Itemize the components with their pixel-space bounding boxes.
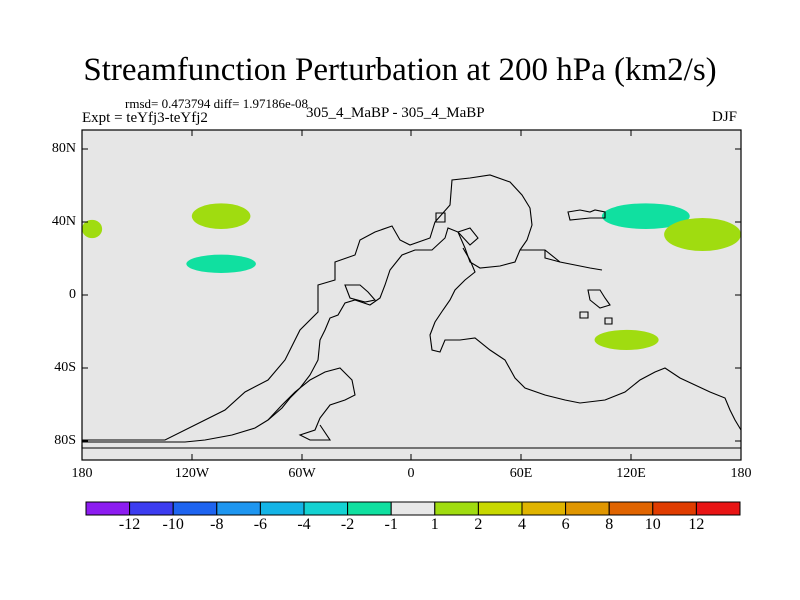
anomaly-west-pacific-positive <box>664 218 741 251</box>
coastline-africa-eurasia <box>429 247 742 431</box>
colorbar-swatch <box>216 501 261 516</box>
lon-label-120w: 120W <box>174 466 210 481</box>
case-label: 305_4_MaBP - 305_4_MaBP <box>306 105 485 121</box>
colorbar-label: -6 <box>253 516 268 533</box>
colorbar-label: -12 <box>118 516 141 533</box>
colorbar-label: -10 <box>162 516 184 533</box>
anomaly-west-pacific-negative <box>601 203 690 230</box>
plot-title: Streamfunction Perturbation at 200 hPa (… <box>83 52 717 88</box>
colorbar-swatch <box>303 501 349 516</box>
coastline-asia-north <box>520 249 603 271</box>
colorbar-swatch <box>347 501 392 516</box>
axis-ticks <box>82 130 741 460</box>
colorbar-swatch <box>477 501 523 516</box>
colorbar-swatch <box>695 501 741 516</box>
colorbar-label: 1 <box>430 516 439 533</box>
coastline-south-peninsula <box>267 367 356 441</box>
colorbar <box>85 501 741 516</box>
lon-label-180e: 180 <box>730 466 752 481</box>
coastline-north-island <box>567 209 606 221</box>
lon-label-60w: 60W <box>288 466 316 481</box>
coastline-central-asia <box>457 227 479 246</box>
colorbar-swatch <box>259 501 305 516</box>
colorbar-label: -1 <box>384 516 398 533</box>
anomaly-dateline-positive <box>82 219 103 239</box>
lat-label-0: 0 <box>69 287 76 302</box>
lat-label-80s: 80S <box>54 433 76 448</box>
colorbar-swatch <box>172 501 218 516</box>
lon-label-60e: 60E <box>509 466 533 481</box>
colorbar-label: -2 <box>340 516 355 533</box>
lon-label-0: 0 <box>407 466 415 481</box>
lon-label-180w: 180 <box>71 466 93 481</box>
map-background <box>82 130 741 460</box>
colorbar-label: 8 <box>605 516 614 533</box>
colorbar-swatch <box>565 501 610 516</box>
colorbar-swatch <box>85 501 131 516</box>
colorbar-swatch <box>521 501 567 516</box>
lat-label-80n: 80N <box>51 141 76 156</box>
colorbar-swatch <box>434 501 479 516</box>
colorbar-label: -8 <box>210 516 224 533</box>
lat-label-40s: 40S <box>54 360 76 375</box>
colorbar-label: -4 <box>297 516 311 533</box>
lat-label-40n: 40N <box>51 214 76 229</box>
season-label: DJF <box>712 109 738 125</box>
colorbar-swatch <box>129 501 174 516</box>
anomaly-layer <box>82 203 741 350</box>
anomaly-north-pacific-west-positive <box>191 203 251 230</box>
colorbar-swatch <box>652 501 697 516</box>
rmsd-stats: rmsd= 0.473794 diff= 1.97186e-08 <box>125 96 309 111</box>
anomaly-north-pacific-east-negative <box>186 254 256 273</box>
coastline-east-asia <box>544 250 561 263</box>
experiment-label: Expt = teYfj3-teYfj2 <box>82 110 208 126</box>
coastline-indonesia <box>579 289 613 325</box>
anomaly-indian-ocean-positive <box>594 329 659 350</box>
colorbar-swatch <box>608 501 654 516</box>
colorbar-label: 4 <box>518 516 526 533</box>
coastline-europe-west <box>435 212 446 223</box>
colorbar-label: 2 <box>474 516 483 533</box>
coastline-caribbean <box>344 284 377 303</box>
coastline-americas <box>82 174 533 443</box>
colorbar-swatch <box>390 501 436 516</box>
colorbar-label: 10 <box>644 516 661 533</box>
lon-label-120e: 120E <box>616 466 646 481</box>
colorbar-label: 6 <box>561 516 570 533</box>
colorbar-label: 12 <box>688 516 705 533</box>
